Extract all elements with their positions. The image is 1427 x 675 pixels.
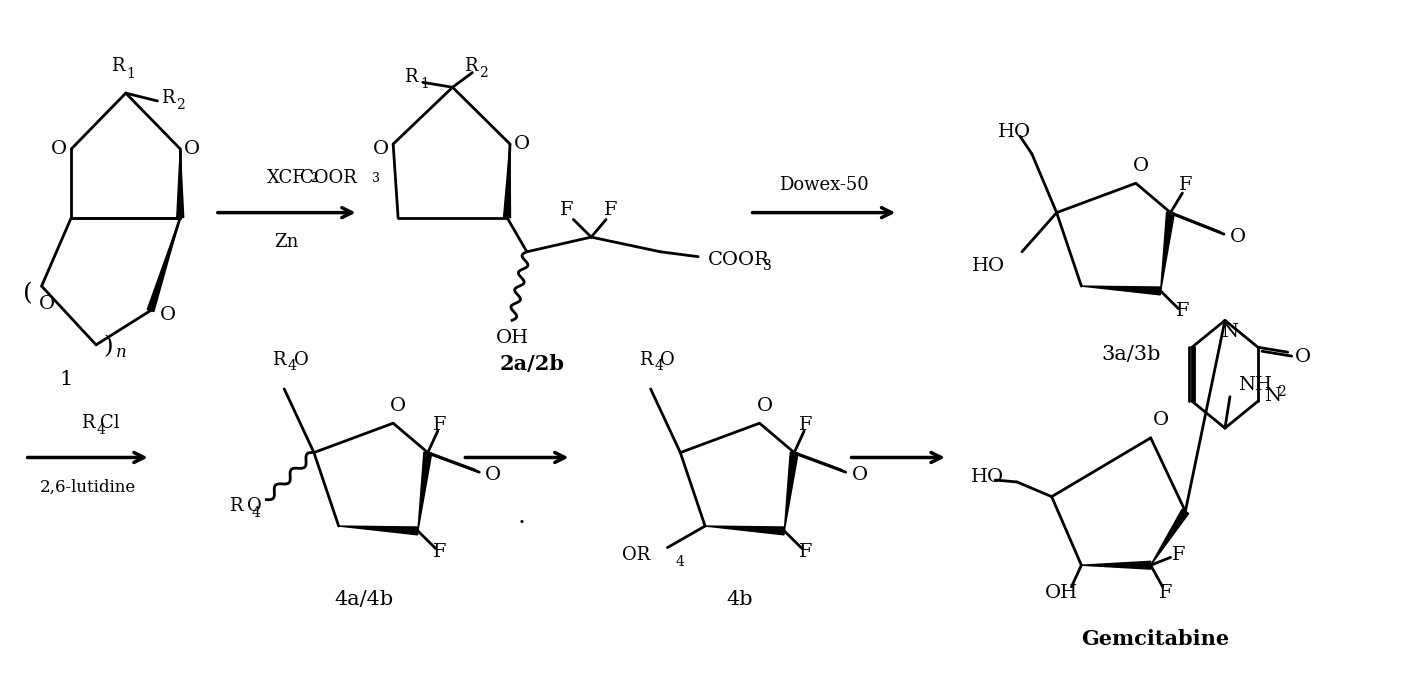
Text: F: F xyxy=(1172,547,1186,564)
Text: OH: OH xyxy=(495,329,528,347)
Text: R: R xyxy=(273,350,285,369)
Text: XCF: XCF xyxy=(267,169,305,188)
Text: O: O xyxy=(247,497,261,516)
Text: R: R xyxy=(404,68,418,86)
Text: O: O xyxy=(1153,411,1169,429)
Text: F: F xyxy=(1176,302,1189,319)
Text: 3: 3 xyxy=(763,259,772,273)
Text: O: O xyxy=(852,466,868,484)
Text: 2: 2 xyxy=(1277,385,1286,399)
Text: R: R xyxy=(230,497,243,516)
Text: HO: HO xyxy=(997,124,1030,141)
Text: O: O xyxy=(1133,157,1149,175)
Polygon shape xyxy=(705,526,785,535)
Text: 4: 4 xyxy=(288,359,297,373)
Text: F: F xyxy=(604,200,618,219)
Text: F: F xyxy=(799,416,813,434)
Text: F: F xyxy=(559,200,574,219)
Text: NH: NH xyxy=(1237,376,1271,394)
Text: Gemcitabine: Gemcitabine xyxy=(1082,628,1230,649)
Text: Zn: Zn xyxy=(274,233,298,251)
Polygon shape xyxy=(338,526,418,535)
Text: 4b: 4b xyxy=(726,590,753,609)
Text: 2,6-lutidine: 2,6-lutidine xyxy=(40,479,136,495)
Text: OH: OH xyxy=(1045,584,1079,601)
Text: O: O xyxy=(294,350,308,369)
Polygon shape xyxy=(1082,286,1160,295)
Text: F: F xyxy=(432,416,447,434)
Text: O: O xyxy=(485,466,501,484)
Text: 4: 4 xyxy=(676,556,685,569)
Text: O: O xyxy=(756,397,772,414)
Text: R: R xyxy=(639,350,652,369)
Text: 3: 3 xyxy=(372,172,380,185)
Text: R: R xyxy=(111,57,124,75)
Polygon shape xyxy=(1160,212,1174,291)
Text: OR: OR xyxy=(622,547,651,564)
Text: n: n xyxy=(116,344,126,361)
Text: O: O xyxy=(51,140,67,158)
Text: 4a/4b: 4a/4b xyxy=(334,590,392,609)
Text: R: R xyxy=(464,57,477,75)
Text: 4: 4 xyxy=(251,506,260,520)
Text: Dowex-50: Dowex-50 xyxy=(779,176,869,194)
Text: O: O xyxy=(184,140,200,158)
Text: Cl: Cl xyxy=(100,414,120,432)
Text: O: O xyxy=(661,350,675,369)
Polygon shape xyxy=(177,149,184,217)
Text: 1: 1 xyxy=(421,78,430,91)
Text: F: F xyxy=(1159,584,1173,601)
Text: HO: HO xyxy=(972,257,1005,275)
Text: N: N xyxy=(1264,387,1281,405)
Polygon shape xyxy=(785,452,798,531)
Polygon shape xyxy=(147,217,180,312)
Text: ): ) xyxy=(103,335,113,358)
Text: R: R xyxy=(81,414,94,432)
Text: O: O xyxy=(374,140,390,158)
Text: O: O xyxy=(514,135,529,153)
Text: COOR: COOR xyxy=(708,250,771,269)
Text: O: O xyxy=(1294,348,1310,366)
Text: O: O xyxy=(390,397,407,414)
Text: 3a/3b: 3a/3b xyxy=(1102,345,1160,364)
Polygon shape xyxy=(1150,509,1189,565)
Text: 1: 1 xyxy=(60,370,73,389)
Text: 4: 4 xyxy=(96,423,106,437)
Text: 2a/2b: 2a/2b xyxy=(499,354,564,375)
Text: .: . xyxy=(518,505,527,528)
Text: N: N xyxy=(1222,323,1239,341)
Text: O: O xyxy=(1230,228,1246,246)
Text: COOR: COOR xyxy=(300,169,357,188)
Text: 2: 2 xyxy=(479,65,488,80)
Text: O: O xyxy=(39,295,54,313)
Text: HO: HO xyxy=(970,468,1003,486)
Polygon shape xyxy=(1082,562,1150,569)
Text: 2: 2 xyxy=(176,98,184,112)
Text: 4: 4 xyxy=(654,359,664,373)
Text: (: ( xyxy=(23,282,33,305)
Text: R: R xyxy=(161,89,174,107)
Text: F: F xyxy=(432,543,447,562)
Text: 1: 1 xyxy=(127,67,136,80)
Text: F: F xyxy=(1179,176,1192,194)
Text: F: F xyxy=(799,543,813,562)
Polygon shape xyxy=(418,452,432,531)
Text: 2: 2 xyxy=(311,172,318,185)
Text: O: O xyxy=(160,306,177,325)
Polygon shape xyxy=(504,144,511,217)
